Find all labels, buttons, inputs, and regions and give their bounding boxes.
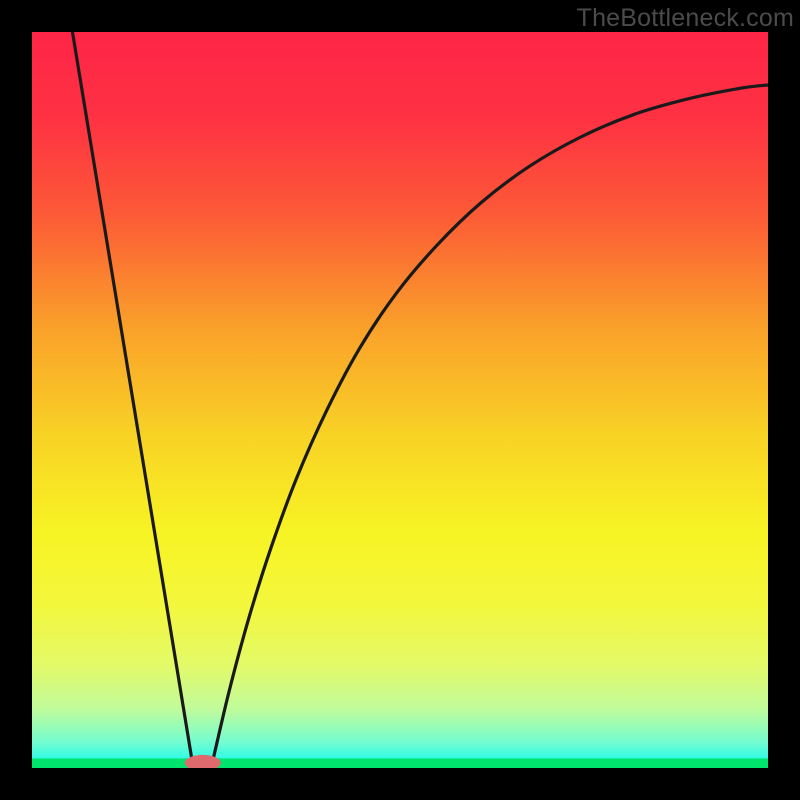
- plot-area: [32, 32, 768, 771]
- heat-gradient: [32, 32, 768, 768]
- chart-stage: TheBottleneck.com: [0, 0, 800, 800]
- green-bottom-band: [32, 758, 768, 768]
- bottleneck-chart: [0, 0, 800, 800]
